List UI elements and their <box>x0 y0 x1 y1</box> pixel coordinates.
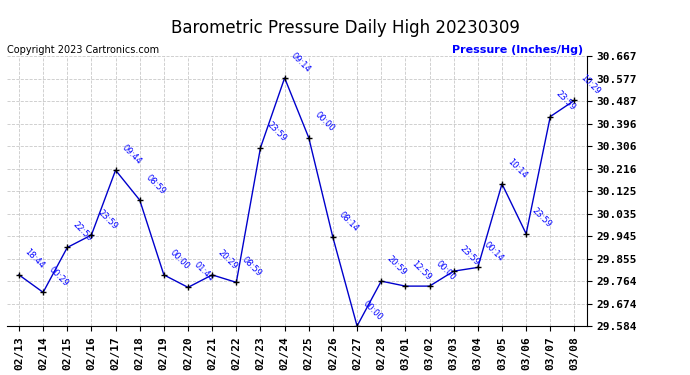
Text: 00:00: 00:00 <box>362 298 384 322</box>
Text: 10:29: 10:29 <box>579 73 602 96</box>
Text: 00:00: 00:00 <box>168 248 191 271</box>
Text: 22:59: 22:59 <box>72 220 95 243</box>
Text: 09:44: 09:44 <box>120 143 143 166</box>
Text: 08:59: 08:59 <box>144 173 167 196</box>
Text: 20:59: 20:59 <box>386 254 408 277</box>
Text: Barometric Pressure Daily High 20230309: Barometric Pressure Daily High 20230309 <box>170 19 520 37</box>
Text: Pressure (Inches/Hg): Pressure (Inches/Hg) <box>452 45 583 55</box>
Text: 20:29: 20:29 <box>217 248 239 271</box>
Text: 00:00: 00:00 <box>434 259 457 282</box>
Text: 18:44: 18:44 <box>23 248 46 271</box>
Text: 10:14: 10:14 <box>506 157 529 180</box>
Text: 01:44: 01:44 <box>193 260 215 283</box>
Text: Copyright 2023 Cartronics.com: Copyright 2023 Cartronics.com <box>7 45 159 55</box>
Text: 23:59: 23:59 <box>531 206 553 230</box>
Text: 12:59: 12:59 <box>410 259 433 282</box>
Text: 09:14: 09:14 <box>289 51 312 74</box>
Text: 00:00: 00:00 <box>313 111 336 134</box>
Text: 08:59: 08:59 <box>241 255 264 278</box>
Text: 00:14: 00:14 <box>482 240 505 263</box>
Text: 23:59: 23:59 <box>458 244 481 267</box>
Text: 00:29: 00:29 <box>48 265 70 288</box>
Text: 08:14: 08:14 <box>337 210 360 233</box>
Text: 23:59: 23:59 <box>555 89 578 112</box>
Text: 23:59: 23:59 <box>96 208 119 231</box>
Text: 23:59: 23:59 <box>265 120 288 144</box>
